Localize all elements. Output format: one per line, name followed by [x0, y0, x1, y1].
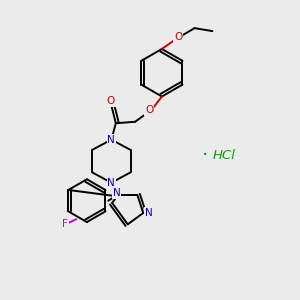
- Text: O: O: [106, 96, 115, 106]
- Text: N: N: [107, 178, 115, 188]
- Text: ·: ·: [202, 146, 208, 165]
- Text: HCl: HCl: [213, 149, 236, 162]
- Text: O: O: [145, 105, 153, 115]
- Text: F: F: [62, 219, 68, 229]
- Text: N: N: [113, 188, 121, 198]
- Text: O: O: [174, 32, 182, 42]
- Text: N: N: [145, 208, 152, 218]
- Text: N: N: [107, 135, 115, 145]
